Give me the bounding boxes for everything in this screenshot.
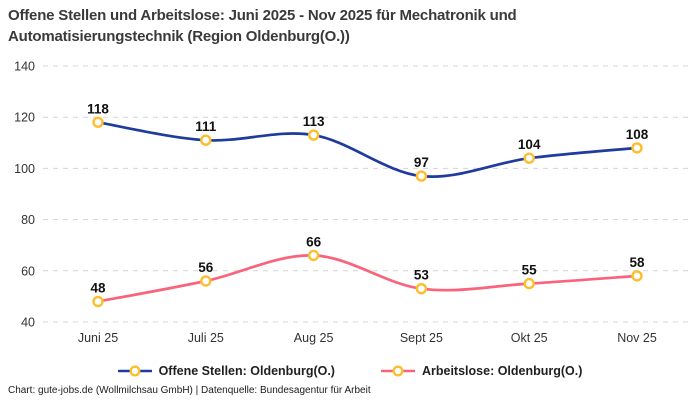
x-tick-label: Sept 25	[400, 331, 443, 345]
data-point-label: 66	[306, 234, 322, 249]
series-line-Offene Stellen: Oldenburg(O.)	[96, 120, 639, 179]
x-tick-label: Okt 25	[511, 331, 548, 345]
y-tick-label: 40	[21, 316, 35, 330]
chart-attribution: Chart: gute-jobs.de (Wollmilchsau GmbH) …	[8, 385, 371, 396]
data-point-marker[interactable]	[523, 152, 535, 164]
y-tick-label: 60	[21, 264, 35, 278]
data-point-marker[interactable]	[92, 116, 104, 129]
x-tick-label: Juli 25	[188, 331, 224, 345]
line-chart: 40 60 80 100 120 140 Juni 25 Juli 25 Aug 25 Sept …	[14, 60, 692, 345]
data-point-marker[interactable]	[631, 142, 643, 154]
data-point-label: 48	[90, 281, 106, 296]
data-point-marker[interactable]	[92, 295, 104, 308]
legend-line-marker-icon	[380, 365, 415, 377]
y-tick-label: 80	[21, 213, 35, 227]
data-point-label: 108	[626, 127, 649, 142]
data-point-label: 56	[198, 260, 214, 275]
data-point-marker[interactable]	[307, 249, 320, 262]
x-tick-label: Juni 25	[78, 331, 118, 345]
series-line-Arbeitslose: Oldenburg(O.)	[96, 254, 639, 303]
data-point-label: 113	[303, 114, 325, 129]
legend-item-offene-stellen[interactable]: Offene Stellen: Oldenburg(O.)	[117, 364, 335, 378]
data-point-label: 111	[195, 119, 217, 134]
data-point-label: 55	[522, 263, 538, 278]
chart-title: Offene Stellen und Arbeitslose: Juni 202…	[8, 7, 517, 46]
data-point-marker[interactable]	[631, 270, 643, 282]
data-point-label: 53	[414, 268, 430, 283]
data-point-marker[interactable]	[415, 170, 428, 182]
y-tick-label: 120	[14, 111, 35, 125]
legend-item-arbeitslose[interactable]: Arbeitslose: Oldenburg(O.)	[380, 364, 583, 378]
x-tick-label: Aug 25	[294, 331, 334, 345]
data-point-label: 104	[518, 137, 541, 152]
data-point-marker[interactable]	[200, 275, 212, 287]
data-point-marker[interactable]	[200, 134, 212, 146]
y-tick-label: 140	[14, 60, 35, 74]
legend-line-marker-icon	[117, 365, 152, 377]
data-point-marker[interactable]	[523, 277, 535, 290]
chart-legend: Offene Stellen: Oldenburg(O.) Arbeitslos…	[0, 361, 700, 381]
data-point-label: 118	[87, 101, 109, 116]
data-point-marker[interactable]	[307, 129, 320, 141]
y-tick-label: 100	[14, 162, 35, 176]
data-point-label: 97	[414, 155, 429, 170]
data-point-label: 58	[629, 255, 645, 270]
x-tick-label: Nov 25	[617, 331, 657, 345]
data-point-marker[interactable]	[415, 283, 428, 295]
legend-label: Offene Stellen: Oldenburg(O.)	[158, 364, 335, 378]
legend-label: Arbeitslose: Oldenburg(O.)	[421, 364, 583, 378]
